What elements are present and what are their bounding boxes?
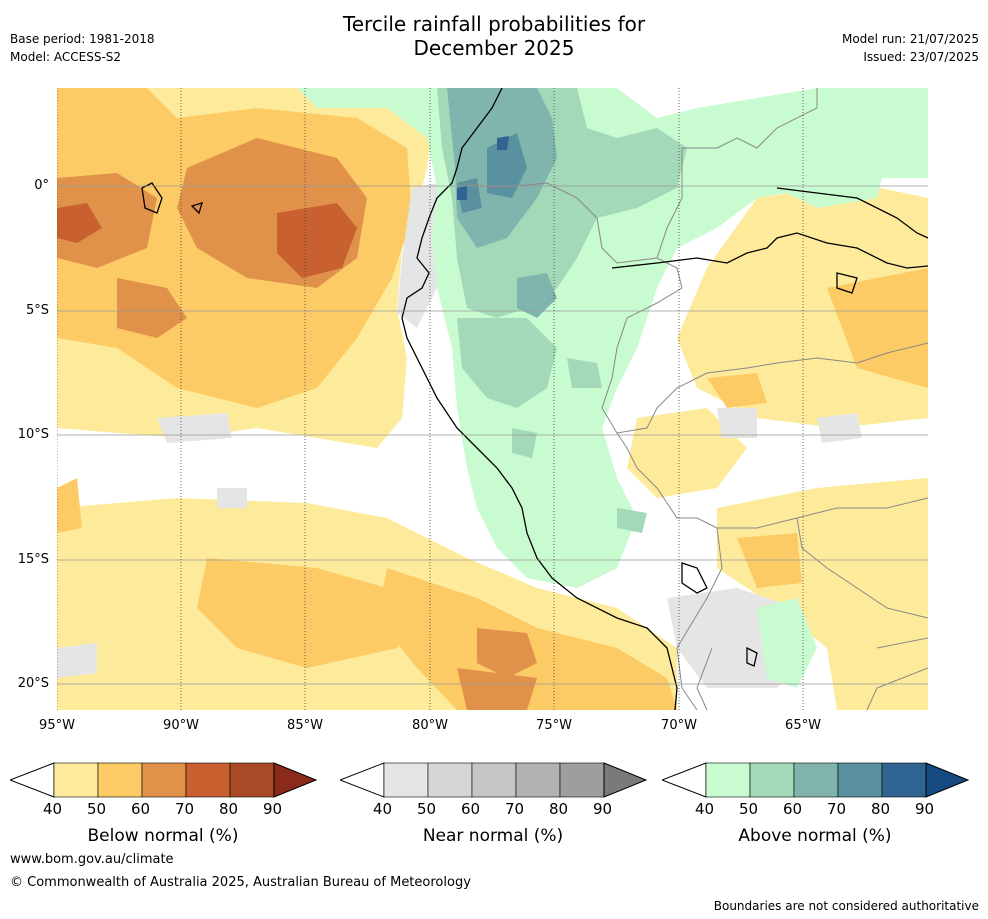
rainfall-probability-map (57, 88, 928, 710)
colorbar-below-normal (10, 762, 318, 798)
footer-disclaimer: Boundaries are not considered authoritat… (713, 899, 979, 913)
base-period: Base period: 1981-2018 (10, 32, 155, 46)
colorbar-tick: 40 (695, 800, 715, 818)
colorbar-tick: 60 (461, 800, 481, 818)
lat-label: 20°S (17, 676, 49, 691)
title-line-1: Tercile rainfall probabilities for (342, 12, 646, 36)
below-normal-regions (57, 88, 928, 710)
colorbar-tick: 50 (739, 800, 759, 818)
lon-label: 70°W (661, 718, 697, 733)
lat-label: 0° (34, 178, 49, 193)
colorbar-tick: 90 (263, 800, 283, 818)
map-gridlines (57, 185, 928, 685)
colorbar-tick: 40 (43, 800, 63, 818)
country-borders (461, 88, 928, 710)
map-title: Tercile rainfall probabilities for Decem… (0, 12, 988, 60)
lat-label: 5°S (25, 303, 49, 318)
title-line-2: December 2025 (413, 36, 575, 60)
colorbar-tick: 50 (87, 800, 107, 818)
footer-copyright: © Commonwealth of Australia 2025, Austra… (10, 875, 471, 890)
colorbar-near-label: Near normal (%) (422, 826, 564, 846)
lat-label: 15°S (17, 552, 49, 567)
colorbar-tick: 70 (175, 800, 195, 818)
colorbar-below-ticks: 40 50 60 70 80 90 (10, 800, 330, 820)
colorbar-tick: 70 (827, 800, 847, 818)
colorbar-tick: 70 (505, 800, 525, 818)
footer-url[interactable]: www.bom.gov.au/climate (10, 852, 174, 867)
coastlines (141, 88, 928, 710)
colorbar-tick: 90 (915, 800, 935, 818)
colorbar-tick: 60 (783, 800, 803, 818)
colorbar-tick: 60 (131, 800, 151, 818)
colorbar-tick: 50 (417, 800, 437, 818)
lon-label: 85°W (287, 718, 323, 733)
meta-right: Model run: 21/07/2025 Issued: 23/07/2025 (842, 30, 979, 66)
colorbar-tick: 80 (219, 800, 239, 818)
lon-label: 75°W (536, 718, 572, 733)
colorbar-near-normal (340, 762, 648, 798)
lat-label: 10°S (17, 427, 49, 442)
colorbar-below-label: Below normal (%) (87, 826, 239, 846)
lon-label: 95°W (39, 718, 75, 733)
lon-label: 65°W (785, 718, 821, 733)
meta-left: Base period: 1981-2018 Model: ACCESS-S2 (10, 30, 155, 66)
model-name: Model: ACCESS-S2 (10, 50, 122, 64)
colorbar-near-ticks: 40 50 60 70 80 90 (340, 800, 660, 820)
colorbar-tick: 90 (593, 800, 613, 818)
colorbar-above-normal (662, 762, 970, 798)
colorbar-tick: 80 (871, 800, 891, 818)
colorbar-above-label: Above normal (%) (738, 826, 892, 846)
colorbar-tick: 40 (373, 800, 393, 818)
colorbar-tick: 80 (549, 800, 569, 818)
lon-label: 90°W (163, 718, 199, 733)
lon-label: 80°W (412, 718, 448, 733)
issued-date: Issued: 23/07/2025 (863, 50, 979, 64)
above-normal-regions (297, 88, 928, 688)
colorbar-above-ticks: 40 50 60 70 80 90 (662, 800, 982, 820)
model-run: Model run: 21/07/2025 (841, 32, 979, 46)
